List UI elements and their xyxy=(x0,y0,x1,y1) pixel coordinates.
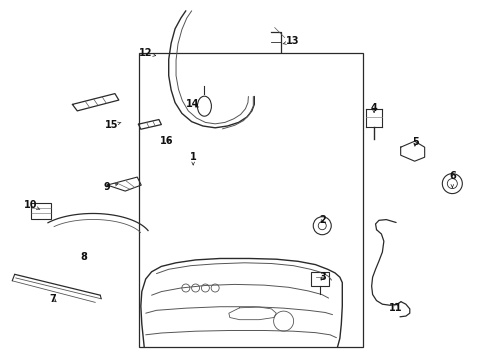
Text: 1: 1 xyxy=(189,152,196,165)
Text: 8: 8 xyxy=(81,252,87,262)
Text: 13: 13 xyxy=(282,36,299,46)
Text: 4: 4 xyxy=(370,103,377,113)
Text: 15: 15 xyxy=(104,120,121,130)
Text: 10: 10 xyxy=(23,200,40,210)
Text: 3: 3 xyxy=(319,272,325,282)
Text: 5: 5 xyxy=(411,137,418,147)
Text: 2: 2 xyxy=(319,215,325,225)
Text: 9: 9 xyxy=(103,182,118,192)
Text: 14: 14 xyxy=(186,99,200,109)
Text: 7: 7 xyxy=(49,294,56,304)
Text: 12: 12 xyxy=(139,48,156,58)
Bar xyxy=(139,53,363,347)
Text: 6: 6 xyxy=(448,171,455,187)
Text: 16: 16 xyxy=(159,136,173,146)
Bar xyxy=(311,272,328,286)
Bar xyxy=(31,203,50,219)
Text: 11: 11 xyxy=(388,303,402,313)
